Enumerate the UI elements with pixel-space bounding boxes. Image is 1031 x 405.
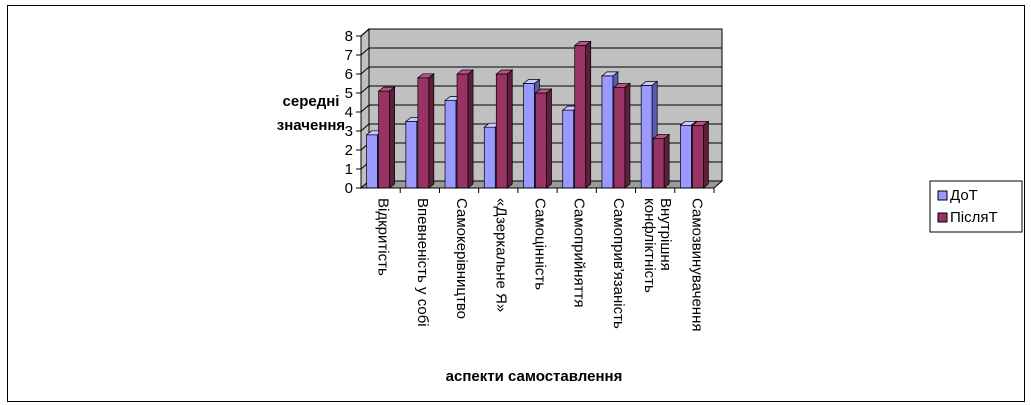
category-label: Внутрішня bbox=[657, 198, 674, 271]
bar-front bbox=[680, 124, 692, 189]
category-label: Впевненість у собі bbox=[414, 198, 431, 327]
bar-pislyat bbox=[652, 133, 671, 189]
bar-pislyat bbox=[456, 69, 475, 189]
bar-side bbox=[703, 120, 709, 189]
legend-label-pislyat: ПісляТ bbox=[950, 209, 998, 226]
gridline bbox=[360, 28, 722, 37]
bar-pislyat bbox=[377, 86, 396, 189]
bar-side bbox=[546, 88, 552, 189]
y-tick-labels: 0 1 2 3 4 5 6 7 8 bbox=[345, 28, 714, 197]
bar-pislyat bbox=[612, 82, 631, 189]
bar-side bbox=[624, 82, 631, 189]
bar-front bbox=[378, 90, 390, 189]
category-label: Відкритість bbox=[375, 198, 392, 276]
bar-front bbox=[640, 85, 653, 189]
bar-front bbox=[613, 86, 626, 189]
y-tick-label: 3 bbox=[345, 123, 353, 140]
bar-front bbox=[652, 138, 665, 189]
bar-front bbox=[444, 100, 457, 189]
bar-front bbox=[456, 73, 469, 189]
y-tick-label: 2 bbox=[345, 142, 353, 159]
y-tick-label: 0 bbox=[345, 180, 353, 197]
legend-swatch-pislyat bbox=[937, 212, 948, 223]
x-axis-label: аспекти самоставлення bbox=[446, 368, 623, 385]
y-axis-label-line1: середні bbox=[283, 93, 340, 110]
bar-pislyat bbox=[534, 88, 553, 189]
legend-label-dot: ДоТ bbox=[950, 187, 978, 204]
bar-front bbox=[562, 109, 575, 189]
bar-front bbox=[483, 126, 496, 189]
bar-pislyat bbox=[691, 120, 710, 189]
category-label: «Дзеркальне Я» bbox=[492, 198, 509, 312]
bar-side bbox=[467, 69, 474, 189]
bar-front bbox=[366, 134, 378, 189]
bar-pislyat bbox=[495, 69, 514, 189]
y-tick-label: 5 bbox=[345, 85, 353, 102]
y-tick-label: 7 bbox=[345, 47, 353, 64]
legend-swatch-dot bbox=[937, 190, 948, 201]
bar-side bbox=[663, 133, 670, 189]
bar-side bbox=[389, 86, 395, 189]
bar-side bbox=[428, 73, 435, 189]
bar-side bbox=[585, 40, 592, 189]
category-label: Самоприв'язаність bbox=[610, 198, 627, 329]
category-label: Самокерівництво bbox=[453, 198, 470, 319]
category-label: Самоприйняття bbox=[571, 198, 588, 308]
y-tick-label: 6 bbox=[345, 66, 353, 83]
gridline bbox=[360, 66, 722, 75]
bar-pislyat bbox=[573, 40, 592, 189]
category-label: конфліктність bbox=[641, 198, 658, 293]
bar-front bbox=[417, 77, 430, 189]
bar-chart: 0 1 2 3 4 5 6 7 8 Відкритість Впевненість у собі С… bbox=[277, 27, 1023, 385]
bar-pislyat bbox=[416, 73, 435, 189]
bar-front bbox=[574, 45, 587, 189]
bar-front bbox=[495, 73, 508, 189]
y-tick-label: 1 bbox=[345, 161, 353, 178]
bar-side bbox=[506, 69, 513, 189]
y-tick-label: 4 bbox=[345, 104, 353, 121]
bar-front bbox=[523, 83, 535, 189]
y-axis-label-line2: значення bbox=[277, 117, 345, 134]
gridline bbox=[360, 47, 722, 56]
legend: ДоТ ПісляТ bbox=[929, 180, 1023, 233]
bar-front bbox=[601, 75, 614, 189]
legend-box bbox=[929, 180, 1023, 233]
category-labels: Відкритість Впевненість у собі Самокерівни… bbox=[375, 198, 706, 332]
y-tick-label: 8 bbox=[345, 28, 353, 45]
bar-front bbox=[692, 124, 704, 189]
bars bbox=[365, 40, 715, 193]
chart-frame: 0 1 2 3 4 5 6 7 8 Відкритість Впевненість у собі С… bbox=[7, 5, 1025, 402]
bar-front bbox=[405, 121, 418, 189]
bar-front bbox=[535, 92, 547, 189]
category-label: Самозвинувачення bbox=[688, 198, 705, 332]
category-label: Самоцінність bbox=[532, 198, 549, 290]
